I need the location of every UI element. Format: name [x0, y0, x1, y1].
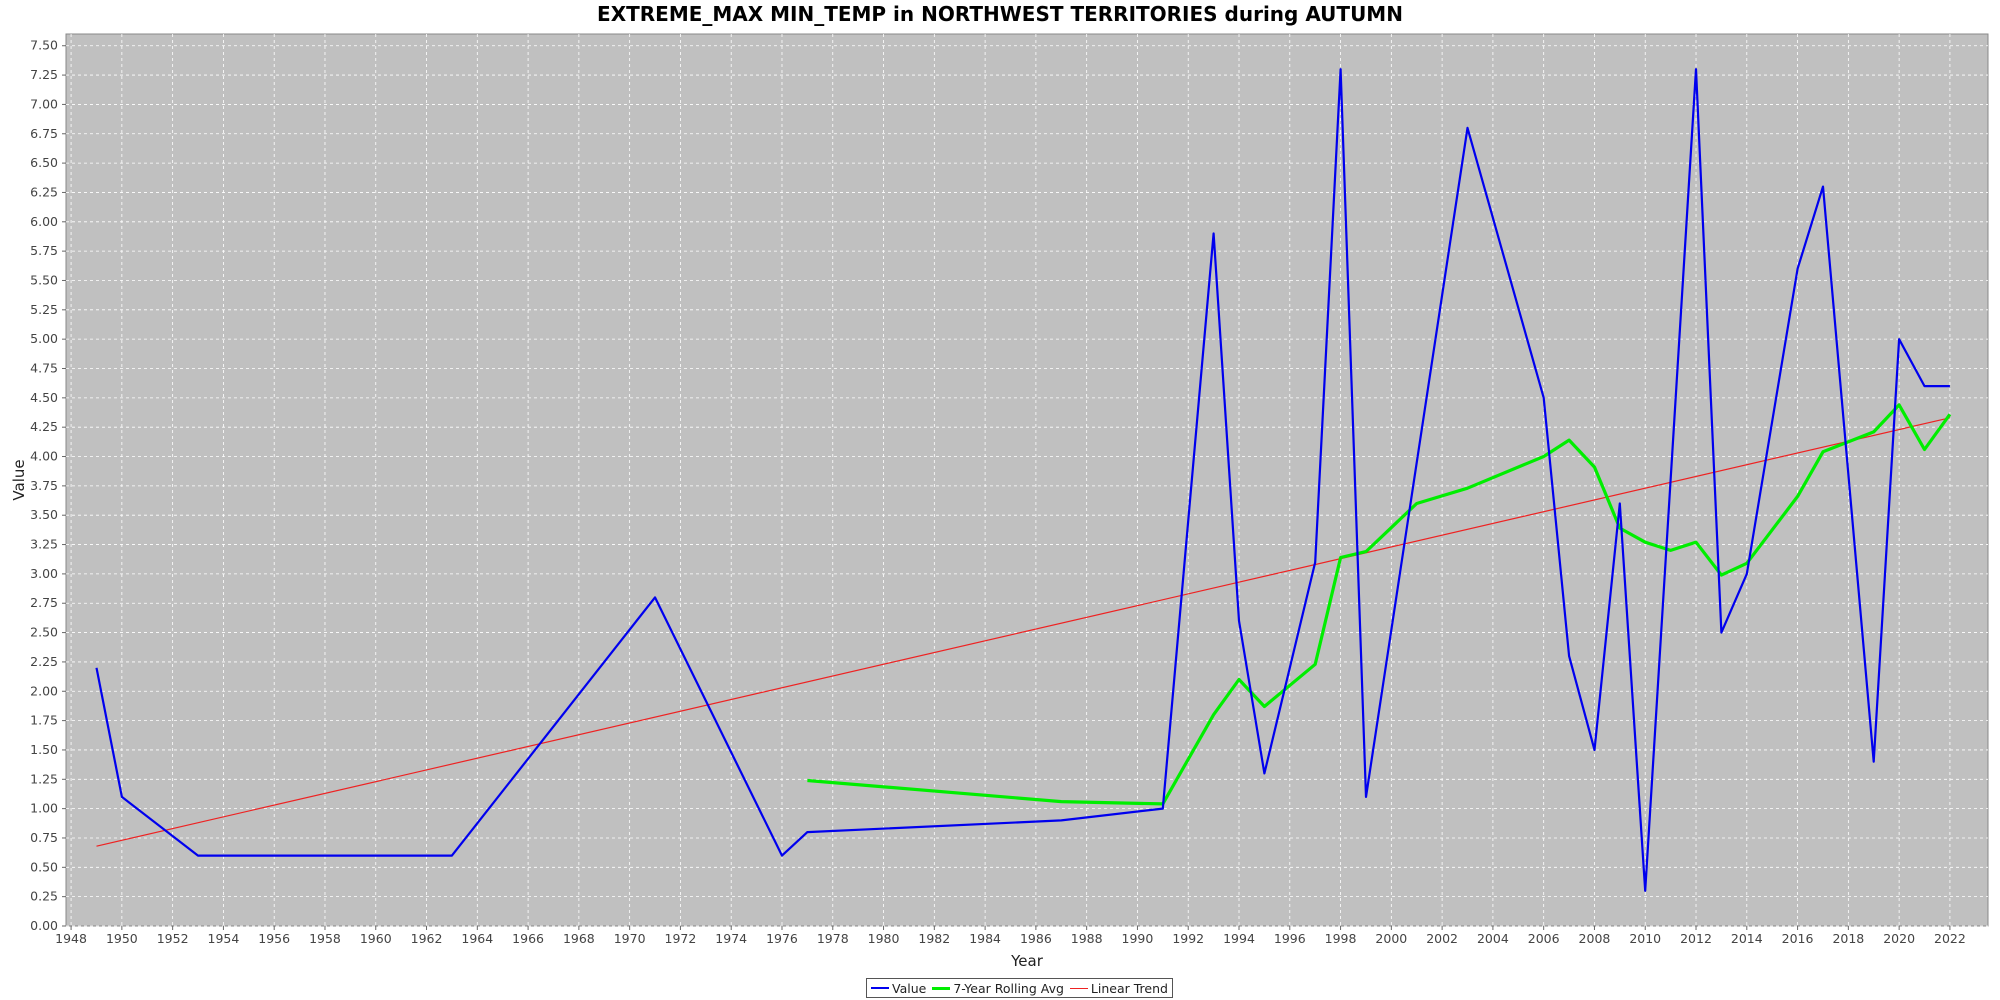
y-tick-label: 3.25: [30, 537, 58, 552]
value-series-line: [95, 68, 1950, 892]
series-lines: [95, 68, 1952, 892]
axes: 1948 1950 1952 1954 1956 1958 1960 1962 1964 1966…: [30, 38, 1966, 946]
y-tick-label: 4.50: [30, 390, 58, 405]
x-tick-label: 2008: [1579, 931, 1611, 946]
legend-item-trend: Linear Trend: [1069, 980, 1168, 996]
y-tick-label: 4.00: [30, 449, 58, 464]
chart-legend: Value 7-Year Rolling Avg Linear Trend: [866, 978, 1173, 998]
x-tick-label: 2016: [1782, 931, 1814, 946]
linear-trend-line: [96, 417, 1951, 847]
x-tick-label: 2002: [1426, 931, 1458, 946]
legend-swatch-value: [871, 987, 889, 989]
x-tick-label: 1974: [715, 931, 747, 946]
x-tick-label: 1964: [461, 931, 493, 946]
y-tick-label: 6.50: [30, 155, 58, 170]
legend-swatch-trend: [1069, 987, 1088, 989]
y-tick-label: 0.75: [30, 830, 58, 845]
x-tick-label: 1952: [157, 931, 189, 946]
x-tick-label: 2018: [1832, 931, 1864, 946]
x-tick-label: 1966: [512, 931, 544, 946]
y-tick-label: 5.00: [30, 331, 58, 346]
rolling-avg-series-line: [807, 403, 1952, 806]
y-tick-label: 5.50: [30, 272, 58, 287]
y-tick-label: 3.00: [30, 566, 58, 581]
y-tick-label: 1.50: [30, 742, 58, 757]
y-tick-label: 4.75: [30, 361, 58, 376]
y-tick-label: 0.25: [30, 889, 58, 904]
x-axis-label: Year: [1010, 952, 1044, 970]
x-tick-label: 1986: [1020, 931, 1052, 946]
x-tick-label: 1978: [817, 931, 849, 946]
y-tick-label: 0.00: [30, 918, 58, 933]
x-tick-label: 2012: [1680, 931, 1712, 946]
legend-label-trend: Linear Trend: [1090, 980, 1168, 996]
x-tick-label: 1976: [766, 931, 798, 946]
y-tick-label: 6.25: [30, 184, 58, 199]
y-tick-label: 7.50: [30, 38, 58, 53]
x-tick-label: 1992: [1172, 931, 1204, 946]
y-tick-label: 1.75: [30, 713, 58, 728]
y-tick-label: 3.50: [30, 507, 58, 522]
x-tick-label: 2004: [1477, 931, 1509, 946]
x-tick-label: 1982: [918, 931, 950, 946]
x-tick-label: 1956: [258, 931, 290, 946]
y-tick-label: 6.75: [30, 126, 58, 141]
legend-item-rolling: 7-Year Rolling Avg: [932, 981, 1064, 996]
x-tick-label: 1996: [1274, 931, 1306, 946]
x-tick-label: 1984: [969, 931, 1001, 946]
x-tick-label: 1994: [1223, 931, 1255, 946]
y-tick-label: 2.50: [30, 625, 58, 640]
x-tick-label: 1990: [1122, 931, 1154, 946]
y-tick-label: 7.25: [30, 67, 58, 82]
y-tick-label: 5.25: [30, 302, 58, 317]
legend-label-value: Value: [892, 980, 927, 996]
x-tick-label: 1958: [309, 931, 341, 946]
x-tick-label: 2014: [1731, 931, 1763, 946]
x-tick-label: 1962: [411, 931, 443, 946]
x-tick-label: 1960: [360, 931, 392, 946]
x-tick-label: 1968: [563, 931, 595, 946]
plot-area: [65, 33, 1989, 927]
x-tick-label: 2006: [1528, 931, 1560, 946]
x-tick-label: 1972: [665, 931, 697, 946]
x-tick-label: 1970: [614, 931, 646, 946]
x-tick-label: 1988: [1071, 931, 1103, 946]
y-tick-label: 4.25: [30, 419, 58, 434]
grid-lines: [66, 34, 1988, 927]
y-tick-label: 6.00: [30, 214, 58, 229]
chart-title: EXTREME_MAX MIN_TEMP in NORTHWEST TERRIT…: [597, 2, 1403, 26]
x-tick-label: 1954: [208, 931, 240, 946]
legend-label-rolling: 7-Year Rolling Avg: [953, 980, 1064, 996]
legend-swatch-rolling: [932, 986, 951, 990]
x-tick-label: 1950: [106, 931, 138, 946]
y-tick-label: 2.25: [30, 654, 58, 669]
x-tick-label: 2000: [1375, 931, 1407, 946]
x-tick-label: 1948: [55, 931, 87, 946]
y-tick-label: 3.75: [30, 478, 58, 493]
x-tick-label: 1980: [868, 931, 900, 946]
y-tick-label: 1.00: [30, 801, 58, 816]
y-tick-label: 2.00: [30, 683, 58, 698]
y-tick-label: 2.75: [30, 595, 58, 610]
legend-item-value: Value: [871, 981, 926, 996]
x-tick-label: 2010: [1629, 931, 1661, 946]
x-tick-label: 2020: [1883, 931, 1915, 946]
y-tick-label: 0.50: [30, 859, 58, 874]
y-tick-label: 7.00: [30, 96, 58, 111]
x-tick-label: 1998: [1325, 931, 1357, 946]
y-axis-label: Value: [10, 459, 28, 500]
y-tick-label: 1.25: [30, 771, 58, 786]
x-tick-label: 2022: [1934, 931, 1966, 946]
y-tick-label: 5.75: [30, 243, 58, 258]
